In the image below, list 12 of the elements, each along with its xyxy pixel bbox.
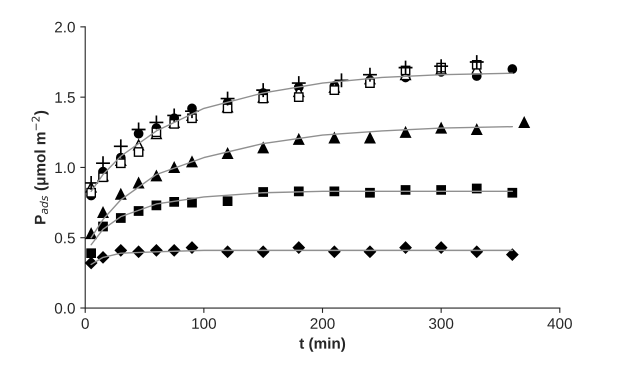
y-tick-label: 0.5	[54, 232, 75, 244]
y-tick-label: 2.0	[55, 22, 75, 33]
x-tick-label: 200	[310, 318, 335, 329]
x-tick-label: 400	[547, 318, 572, 329]
y-tick-label: 1.5	[55, 92, 75, 103]
y-axis-title: P$_{ads}$ (μmol m$^{−2}$)	[32, 110, 49, 224]
x-axis-title: t (min)	[299, 338, 346, 352]
y-tick-label: 0.0	[54, 302, 75, 314]
x-tick-label: 300	[428, 318, 454, 329]
x-tick-label: 100	[192, 318, 216, 329]
x-tick-label: 0	[82, 318, 89, 329]
y-tick-label: 1.0	[55, 162, 75, 174]
